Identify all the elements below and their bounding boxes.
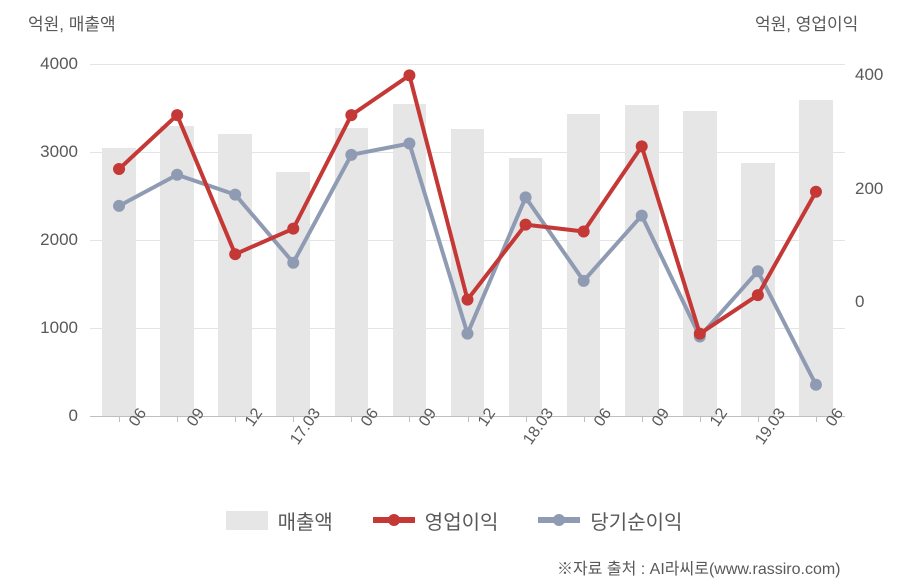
legend-swatch-line2: [538, 517, 580, 523]
line-marker: [462, 328, 474, 340]
x-tick: [526, 416, 527, 422]
right-tick-label: 200: [855, 179, 883, 199]
line-net-income: [119, 143, 816, 384]
legend-item-bars: 매출액: [226, 506, 333, 535]
left-tick-label: 2000: [0, 230, 78, 250]
x-tick: [351, 416, 352, 422]
legend-swatch-bar: [226, 511, 268, 530]
x-tick: [816, 416, 817, 422]
left-tick-label: 4000: [0, 54, 78, 74]
line-marker: [520, 191, 532, 203]
x-tick: [584, 416, 585, 422]
right-axis-title: 억원, 영업이익: [755, 10, 858, 35]
legend-swatch-line1: [373, 517, 415, 523]
x-tick: [700, 416, 701, 422]
line-marker: [229, 248, 241, 260]
x-tick: [642, 416, 643, 422]
legend-label-line2: 당기순이익: [590, 506, 682, 535]
line-marker: [810, 186, 822, 198]
line-marker: [578, 275, 590, 287]
line-marker: [287, 257, 299, 269]
line-marker: [520, 219, 532, 231]
line-marker: [171, 109, 183, 121]
line-marker: [462, 294, 474, 306]
line-marker: [810, 379, 822, 391]
line-marker: [752, 289, 764, 301]
line-marker: [229, 189, 241, 201]
x-tick: [177, 416, 178, 422]
legend-item-line1: 영업이익: [373, 506, 499, 535]
line-marker: [694, 328, 706, 340]
legend-label-line1: 영업이익: [425, 506, 499, 535]
line-marker: [403, 69, 415, 81]
x-tick: [758, 416, 759, 422]
line-marker: [636, 140, 648, 152]
x-tick: [409, 416, 410, 422]
financial-chart: 억원, 매출액 억원, 영업이익 06091217.0306091218.030…: [0, 0, 908, 580]
line-marker: [113, 200, 125, 212]
left-tick-label: 0: [0, 406, 78, 426]
right-tick-label: 0: [855, 292, 864, 312]
line-marker: [113, 163, 125, 175]
lines-layer: [90, 64, 845, 416]
legend: 매출액 영업이익 당기순이익: [100, 505, 808, 535]
line-marker: [171, 169, 183, 181]
line-marker: [578, 225, 590, 237]
legend-label-bars: 매출액: [278, 506, 333, 535]
right-tick-label: 400: [855, 65, 883, 85]
line-marker: [345, 109, 357, 121]
x-tick: [119, 416, 120, 422]
left-tick-label: 1000: [0, 318, 78, 338]
x-tick: [235, 416, 236, 422]
line-marker: [636, 210, 648, 222]
legend-item-line2: 당기순이익: [538, 506, 682, 535]
line-marker: [345, 149, 357, 161]
x-tick: [468, 416, 469, 422]
left-axis-title: 억원, 매출액: [28, 10, 116, 35]
left-tick-label: 3000: [0, 142, 78, 162]
line-marker: [403, 137, 415, 149]
line-marker: [287, 223, 299, 235]
plot-area: [90, 64, 845, 416]
line-marker: [752, 265, 764, 277]
x-tick: [293, 416, 294, 422]
source-credit: ※자료 출처 : AI라씨로(www.rassiro.com): [557, 555, 841, 579]
